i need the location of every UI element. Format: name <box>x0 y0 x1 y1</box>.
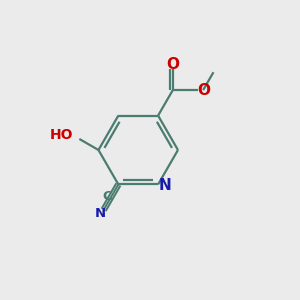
Text: O: O <box>197 82 210 98</box>
Text: N: N <box>158 178 171 194</box>
Text: HO: HO <box>50 128 74 142</box>
Text: C: C <box>102 190 112 202</box>
Text: N: N <box>94 207 106 220</box>
Text: O: O <box>166 57 179 72</box>
